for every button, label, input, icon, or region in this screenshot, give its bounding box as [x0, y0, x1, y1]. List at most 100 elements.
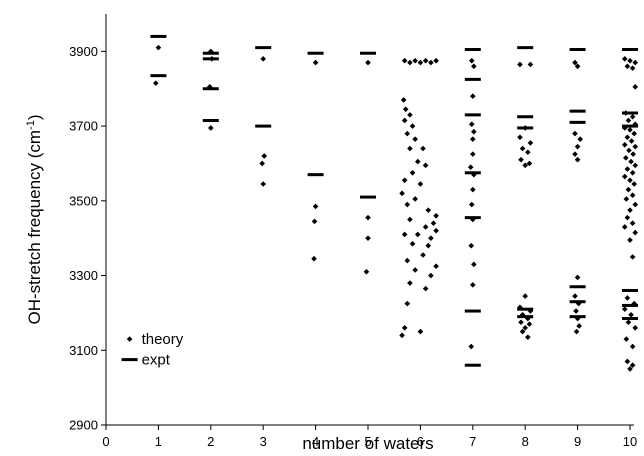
theory-point: [623, 196, 630, 202]
theory-point: [433, 212, 439, 219]
theory-point: [402, 106, 409, 113]
theory-point: [417, 328, 424, 335]
theory-point: [572, 151, 578, 157]
theory-point: [407, 145, 413, 152]
theory-point: [468, 201, 475, 208]
theory-point: [522, 325, 528, 331]
x-tick-label: 10: [623, 434, 637, 449]
theory-point: [208, 125, 214, 131]
theory-point: [522, 162, 528, 169]
theory-point: [632, 201, 639, 208]
theory-point: [261, 153, 268, 159]
theory-point: [417, 181, 424, 187]
theory-point: [572, 59, 578, 66]
theory-point: [407, 216, 413, 223]
theory-point: [627, 57, 633, 64]
theory-point: [420, 145, 426, 152]
theory-point: [518, 319, 524, 326]
theory-point: [628, 138, 635, 144]
expt-point: [622, 317, 638, 321]
theory-point: [467, 164, 474, 170]
theory-point: [470, 282, 476, 288]
theory-point: [573, 308, 579, 314]
theory-point: [422, 57, 429, 64]
theory-point: [363, 269, 370, 275]
theory-point: [425, 207, 432, 213]
x-tick-label: 7: [469, 434, 476, 449]
theory-point: [365, 214, 371, 221]
theory-point: [470, 186, 476, 193]
x-tick-label: 2: [207, 434, 214, 449]
x-tick-label: 5: [364, 434, 371, 449]
theory-point: [574, 63, 581, 70]
theory-point: [312, 203, 319, 210]
theory-point: [470, 136, 476, 142]
theory-point: [468, 343, 475, 350]
theory-point: [629, 362, 636, 369]
theory-point: [624, 358, 631, 365]
expt-point: [569, 315, 586, 319]
expt-point: [255, 124, 272, 128]
expt-point: [202, 57, 219, 61]
theory-point: [468, 121, 475, 128]
theory-point: [409, 123, 416, 129]
theory-point: [525, 334, 531, 340]
theory-point: [572, 130, 578, 137]
theory-point: [525, 149, 531, 156]
theory-point: [573, 328, 580, 335]
theory-point: [417, 59, 424, 66]
theory-point: [517, 61, 523, 68]
theory-point: [625, 117, 632, 124]
theory-point: [628, 158, 634, 165]
expt-point: [622, 303, 638, 307]
theory-point: [311, 255, 317, 262]
theory-point: [519, 328, 526, 335]
theory-point: [624, 214, 631, 221]
expt-point: [569, 300, 586, 304]
theory-point: [412, 136, 418, 142]
theory-point: [412, 196, 418, 202]
theory-point: [422, 224, 429, 230]
expt-point: [255, 46, 272, 50]
theory-point: [629, 113, 636, 120]
y-tick-label: 3900: [69, 44, 98, 59]
y-tick-label: 3700: [69, 119, 98, 134]
y-axis-ticks: 2900 3100 3300 3500 3700 3900: [69, 44, 106, 433]
theory-point: [628, 311, 634, 318]
theory-point: [399, 332, 405, 339]
theory-point: [404, 257, 411, 264]
theory-point: [574, 274, 581, 281]
x-axis-ticks: 0 1 2 3 4 5 6 7 8 9 10: [102, 425, 637, 449]
theory-point: [208, 48, 214, 55]
theory-point: [621, 306, 628, 312]
legend-expt-label: expt: [142, 352, 171, 369]
legend-theory-marker: [126, 336, 133, 342]
expt-point: [464, 216, 481, 220]
theory-point: [576, 323, 582, 329]
theory-point: [152, 80, 159, 86]
expt-point: [464, 363, 481, 367]
expt-point: [307, 51, 324, 55]
expt-point: [517, 126, 534, 130]
theory-point: [632, 325, 639, 331]
expt-point: [517, 315, 534, 319]
theory-point: [422, 285, 429, 292]
legend-expt-marker: [121, 358, 138, 362]
theory-point: [471, 63, 477, 70]
theory-point: [625, 186, 632, 193]
theory-point: [433, 263, 439, 270]
theory-point: [625, 319, 632, 326]
theory-point: [630, 151, 636, 157]
plot-area: [105, 14, 634, 426]
y-tick-label: 3100: [69, 343, 98, 358]
expt-point: [569, 285, 586, 289]
theory-point: [407, 59, 413, 66]
theory-point: [629, 169, 636, 176]
expt-point: [517, 46, 534, 50]
theory-point: [409, 169, 416, 176]
expt-point: [569, 109, 586, 113]
x-tick-label: 6: [417, 434, 424, 449]
expt-point: [464, 113, 481, 117]
theory-point: [631, 300, 637, 307]
y-axis-title: OH-stretch frequency (cm-1): [25, 114, 44, 324]
